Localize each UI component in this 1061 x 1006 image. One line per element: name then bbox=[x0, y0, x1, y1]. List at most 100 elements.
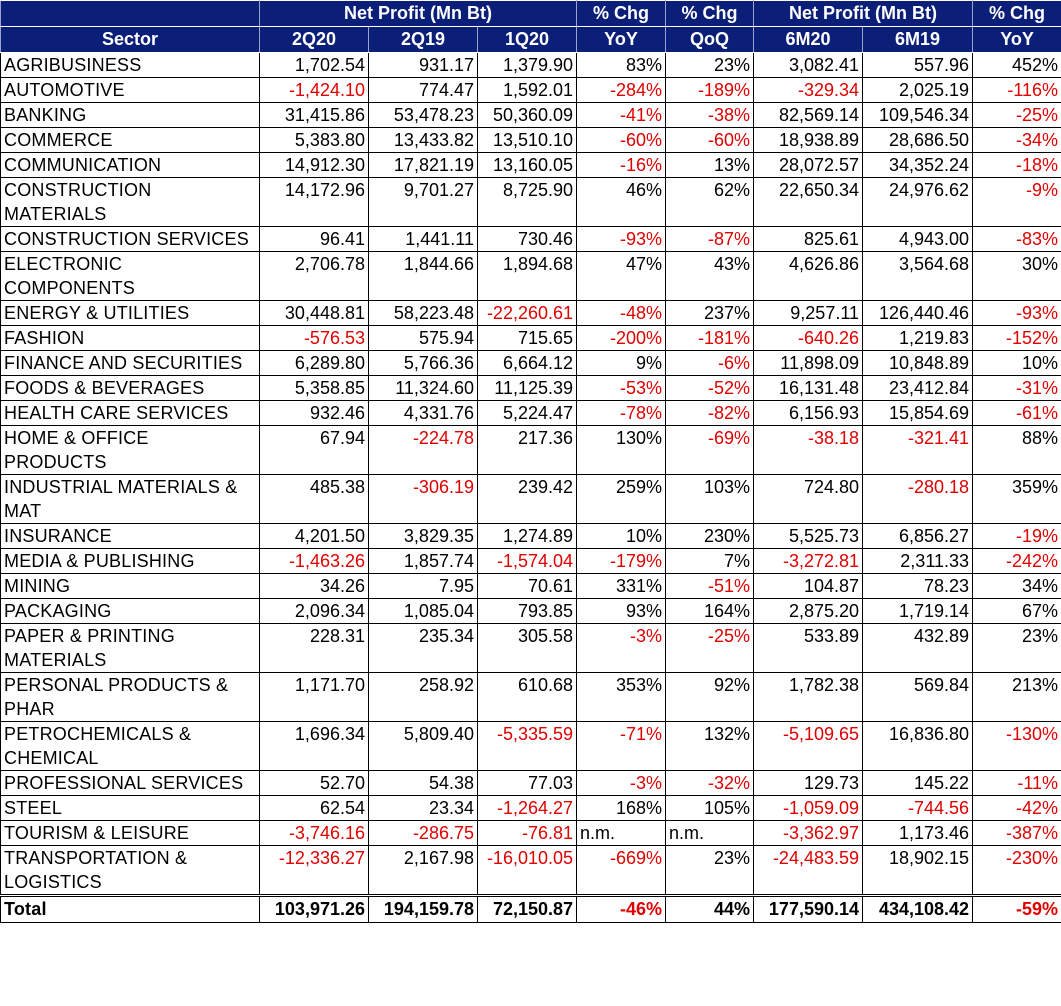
value-cell: -18% bbox=[972, 152, 1061, 178]
value-cell: 46% bbox=[576, 177, 667, 227]
value-cell: -1,059.09 bbox=[753, 795, 864, 821]
sector-cell: TOURISM & LEISURE bbox=[0, 820, 260, 846]
value-cell: -1,264.27 bbox=[476, 795, 578, 821]
value-cell: -53% bbox=[576, 375, 667, 401]
value-cell: -3% bbox=[576, 623, 667, 673]
header-cell: Net Profit (Mn Bt) bbox=[258, 0, 578, 27]
value-cell: -230% bbox=[972, 845, 1061, 896]
value-cell: 9,701.27 bbox=[368, 177, 478, 227]
value-cell: -42% bbox=[972, 795, 1061, 821]
value-cell: -25% bbox=[665, 623, 755, 673]
header-cell: 2Q19 bbox=[368, 26, 478, 53]
sector-cell: MEDIA & PUBLISHING bbox=[0, 548, 260, 574]
data-row: PROFESSIONAL SERVICES 52.70 54.38 77.03 -3% -… bbox=[0, 770, 1061, 796]
value-cell: 28,072.57 bbox=[753, 152, 864, 178]
value-cell: -286.75 bbox=[368, 820, 478, 846]
value-cell: 569.84 bbox=[862, 672, 974, 722]
value-cell: -152% bbox=[972, 325, 1061, 351]
data-row: FOODS & BEVERAGES 5,358.85 11,324.60 11,125… bbox=[0, 375, 1061, 401]
value-cell: 774.47 bbox=[368, 77, 478, 103]
value-cell: 305.58 bbox=[476, 623, 578, 673]
value-cell: -93% bbox=[576, 226, 667, 252]
value-cell: 10% bbox=[972, 350, 1061, 376]
data-row: TOURISM & LEISURE -3,746.16 -286.75 -76.81 n… bbox=[0, 820, 1061, 846]
value-cell: -1,574.04 bbox=[476, 548, 578, 574]
value-cell: 30% bbox=[972, 251, 1061, 301]
value-cell: -179% bbox=[576, 548, 667, 574]
value-cell: -306.19 bbox=[368, 474, 478, 524]
total-row: Total 103,971.26 194,159.78 72,150.87 -46% 44… bbox=[0, 894, 1061, 923]
value-cell: 1,441.11 bbox=[368, 226, 478, 252]
data-row: INSURANCE 4,201.50 3,829.35 1,274.89 10% 230%… bbox=[0, 523, 1061, 549]
data-row: MINING 34.26 7.95 70.61 331% -51% 104.87 78.23 3… bbox=[0, 573, 1061, 599]
value-cell: -6% bbox=[665, 350, 755, 376]
sector-cell: PROFESSIONAL SERVICES bbox=[0, 770, 260, 796]
value-cell: 235.34 bbox=[368, 623, 478, 673]
value-cell: 132% bbox=[665, 721, 755, 771]
value-cell: 105% bbox=[665, 795, 755, 821]
value-cell: 93% bbox=[576, 598, 667, 624]
value-cell: 83% bbox=[576, 52, 667, 78]
value-cell: 23% bbox=[665, 845, 755, 896]
value-cell: 237% bbox=[665, 300, 755, 326]
value-cell: 30,448.81 bbox=[259, 300, 369, 326]
value-cell: 259% bbox=[576, 474, 667, 524]
header-cell: 6M20 bbox=[753, 26, 864, 53]
value-cell: 4,626.86 bbox=[753, 251, 864, 301]
value-cell: -11% bbox=[972, 770, 1061, 796]
value-cell: -280.18 bbox=[862, 474, 974, 524]
value-cell: -3,746.16 bbox=[259, 820, 369, 846]
value-cell: 575.94 bbox=[368, 325, 478, 351]
value-cell: 228.31 bbox=[259, 623, 369, 673]
sector-cell: ENERGY & UTILITIES bbox=[0, 300, 260, 326]
data-row: COMMUNICATION 14,912.30 17,821.19 13,160.05… bbox=[0, 152, 1061, 178]
value-cell: 1,844.66 bbox=[368, 251, 478, 301]
value-cell: n.m. bbox=[665, 820, 755, 846]
value-cell: 1,782.38 bbox=[753, 672, 864, 722]
value-cell: 5,766.36 bbox=[368, 350, 478, 376]
value-cell: -321.41 bbox=[862, 425, 974, 475]
value-cell: -52% bbox=[665, 375, 755, 401]
value-cell: 164% bbox=[665, 598, 755, 624]
sector-cell: PETROCHEMICALS & CHEMICAL bbox=[0, 721, 260, 771]
value-cell: 213% bbox=[972, 672, 1061, 722]
data-row: COMMERCE 5,383.80 13,433.82 13,510.10 -60% -6… bbox=[0, 127, 1061, 153]
value-cell: 793.85 bbox=[476, 598, 578, 624]
value-cell: 2,875.20 bbox=[753, 598, 864, 624]
header-cell: 6M19 bbox=[862, 26, 974, 53]
value-cell: 43% bbox=[665, 251, 755, 301]
data-row: PAPER & PRINTING MATERIALS 228.31 235.34 30… bbox=[0, 623, 1061, 673]
sector-cell: TRANSPORTATION & LOGISTICS bbox=[0, 845, 260, 896]
value-cell: 4,331.76 bbox=[368, 400, 478, 426]
value-cell: 6,289.80 bbox=[259, 350, 369, 376]
value-cell: 22,650.34 bbox=[753, 177, 864, 227]
value-cell: 92% bbox=[665, 672, 755, 722]
value-cell: 2,167.98 bbox=[368, 845, 478, 896]
value-cell: -41% bbox=[576, 102, 667, 128]
value-cell: -24,483.59 bbox=[753, 845, 864, 896]
value-cell: 31,415.86 bbox=[259, 102, 369, 128]
sector-cell: PERSONAL PRODUCTS & PHAR bbox=[0, 672, 260, 722]
value-cell: -5,335.59 bbox=[476, 721, 578, 771]
header-cell: Sector bbox=[0, 26, 260, 53]
value-cell: 8,725.90 bbox=[476, 177, 578, 227]
data-row: AGRIBUSINESS 1,702.54 931.17 1,379.90 83% 23%… bbox=[0, 52, 1061, 78]
value-cell: 258.92 bbox=[368, 672, 478, 722]
value-cell: 126,440.46 bbox=[862, 300, 974, 326]
value-cell: -76.81 bbox=[476, 820, 578, 846]
value-cell: -59% bbox=[972, 894, 1061, 923]
value-cell: -640.26 bbox=[753, 325, 864, 351]
value-cell: 4,943.00 bbox=[862, 226, 974, 252]
data-row: HOME & OFFICE PRODUCTS 67.94 -224.78 217.36… bbox=[0, 425, 1061, 475]
value-cell: -60% bbox=[576, 127, 667, 153]
value-cell: 2,706.78 bbox=[259, 251, 369, 301]
header-cell: % Chg bbox=[576, 0, 667, 27]
sector-cell: COMMUNICATION bbox=[0, 152, 260, 178]
data-row: HEALTH CARE SERVICES 932.46 4,331.76 5,224.… bbox=[0, 400, 1061, 426]
value-cell: 67.94 bbox=[259, 425, 369, 475]
value-cell: 9% bbox=[576, 350, 667, 376]
value-cell: -51% bbox=[665, 573, 755, 599]
sector-cell: INDUSTRIAL MATERIALS & MAT bbox=[0, 474, 260, 524]
header-cell: 2Q20 bbox=[259, 26, 369, 53]
value-cell: 194,159.78 bbox=[368, 894, 478, 923]
